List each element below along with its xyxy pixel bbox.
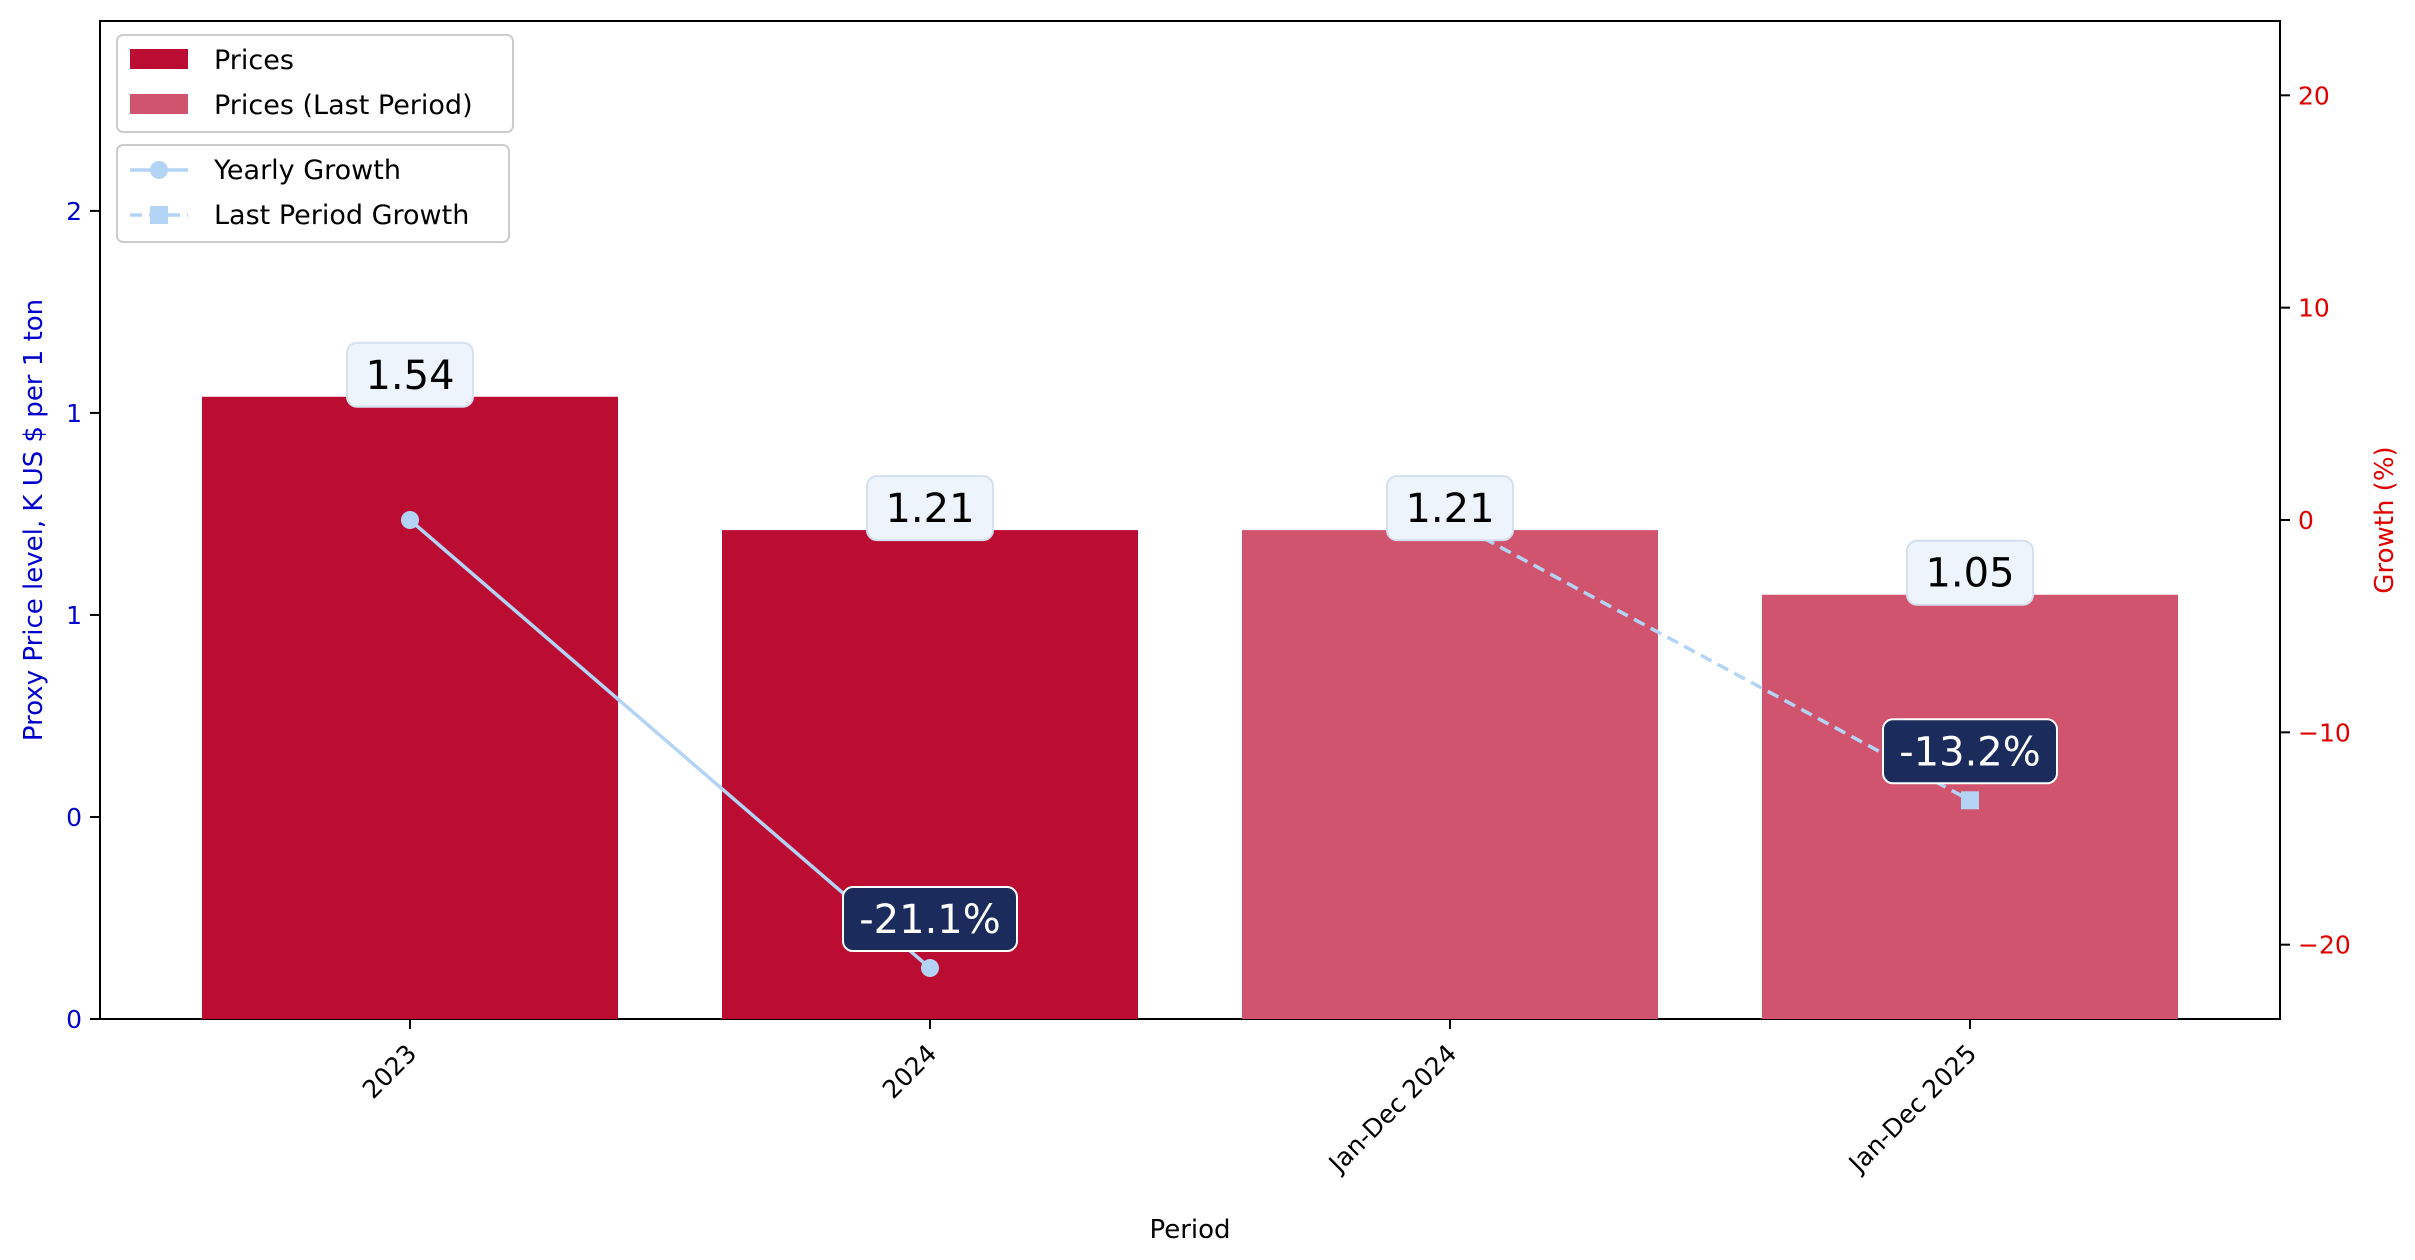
y-left-tick-label: 0	[66, 1005, 82, 1034]
y-right-tick-label: 0	[2298, 506, 2314, 535]
growth-value-label: -13.2%	[1899, 729, 2041, 775]
legend-growth: Yearly Growth Last Period Growth	[116, 144, 510, 243]
price-value-label: 1.21	[1405, 486, 1494, 532]
legend-marker	[150, 206, 168, 224]
bars-layer	[202, 396, 2178, 1020]
legend-marker	[150, 161, 168, 179]
y-right-tick-label: 20	[2298, 81, 2330, 110]
bar	[202, 396, 618, 1020]
y-left-tick-label: 0	[66, 803, 82, 832]
y-right-tick-label: −20	[2298, 931, 2351, 960]
legend-layer: Prices Prices (Last Period) Yearly Growth L…	[116, 34, 514, 243]
price-value-label: 1.21	[885, 486, 974, 532]
y-axis-right-title: Growth (%)	[2370, 446, 2400, 593]
legend-box	[116, 34, 514, 133]
y-left-tick-label: 1	[66, 399, 82, 428]
x-tick-label: Jan-Dec 2025	[1842, 1039, 1982, 1179]
legend-swatch	[130, 49, 188, 69]
growth-point	[921, 959, 939, 978]
price-value-label-box	[1386, 475, 1514, 542]
legend-label: Prices (Last Period)	[214, 90, 473, 121]
legend-label: Yearly Growth	[213, 155, 401, 186]
y-right-tick-label: 10	[2298, 294, 2330, 323]
y-right-tick-label: −10	[2298, 718, 2351, 747]
price-value-label: 1.54	[365, 353, 454, 399]
legend-prices: Prices Prices (Last Period)	[116, 34, 514, 133]
growth-point	[401, 511, 419, 529]
labels-layer: 1.54 1.21 1.21 1.05 -21.1% -13.2%	[346, 341, 2058, 953]
legend-box	[116, 144, 510, 243]
x-tick-label: Jan-Dec 2024	[1322, 1039, 1462, 1179]
price-value-label-box	[1906, 539, 2034, 606]
legend-label: Last Period Growth	[214, 200, 469, 231]
x-axis-title: Period	[1149, 1215, 1230, 1245]
y-left-tick-label: 2	[66, 197, 82, 226]
growth-point	[1961, 791, 1979, 810]
growth-value-label: -21.1%	[859, 897, 1001, 943]
price-value-label-box	[866, 475, 994, 542]
x-tick-label: 2024	[877, 1039, 942, 1104]
price-value-label-box	[346, 341, 474, 408]
growth-value-label-box	[842, 886, 1018, 953]
legend-label: Prices	[214, 45, 294, 76]
growth-lines-layer	[401, 511, 1979, 978]
legend-swatch	[130, 94, 188, 114]
growth-line	[1449, 518, 1971, 802]
x-tick-label: 2023	[357, 1039, 422, 1104]
price-value-label: 1.05	[1925, 551, 2014, 597]
y-left-tick-label: 1	[66, 601, 82, 630]
bar	[1242, 530, 1658, 1019]
growth-value-label-box	[1882, 718, 2058, 785]
y-axis-left-title: Proxy Price level, K US $ per 1 ton	[19, 299, 49, 741]
